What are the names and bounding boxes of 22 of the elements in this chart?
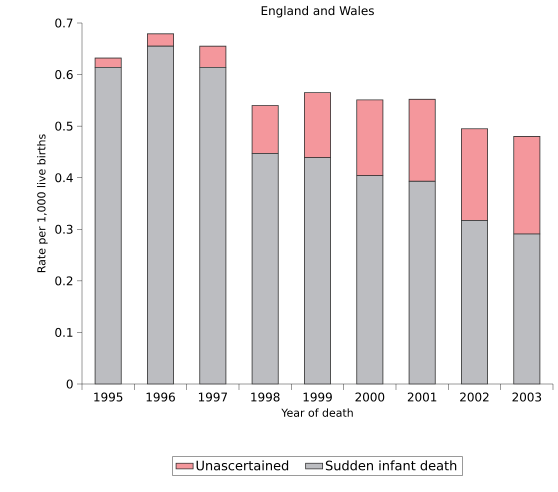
legend-label: Sudden infant death — [326, 460, 456, 470]
x-tick-label: 1998 — [251, 392, 280, 402]
x-tick-label: 1995 — [94, 392, 122, 402]
x-axis-title: Year of death — [281, 408, 353, 417]
chart-title: England and Wales — [262, 6, 374, 18]
x-tick-label: 1996 — [146, 392, 175, 402]
y-tick-label: 0.5 — [55, 122, 72, 131]
x-tick-label: 1997 — [198, 392, 228, 402]
y-tick-label: 0.6 — [55, 70, 73, 80]
y-axis-title: Rate per 1,000 live births — [37, 134, 48, 272]
y-tick-label: 0.4 — [55, 173, 73, 182]
y-tick-label: 0.1 — [55, 328, 72, 337]
legend-label: Unascertained — [196, 460, 288, 470]
x-tick-label: 1999 — [304, 392, 332, 402]
x-tick-label: 2002 — [460, 392, 488, 402]
x-tick-label: 2001 — [408, 392, 436, 402]
x-tick-label: 2000 — [355, 392, 384, 402]
y-tick-label: 0.3 — [55, 224, 73, 234]
y-tick-label: 0.7 — [55, 18, 72, 28]
x-tick-label: 2003 — [512, 392, 542, 402]
y-tick-label: 0 — [66, 379, 73, 389]
y-tick-label: 0.2 — [55, 276, 72, 286]
